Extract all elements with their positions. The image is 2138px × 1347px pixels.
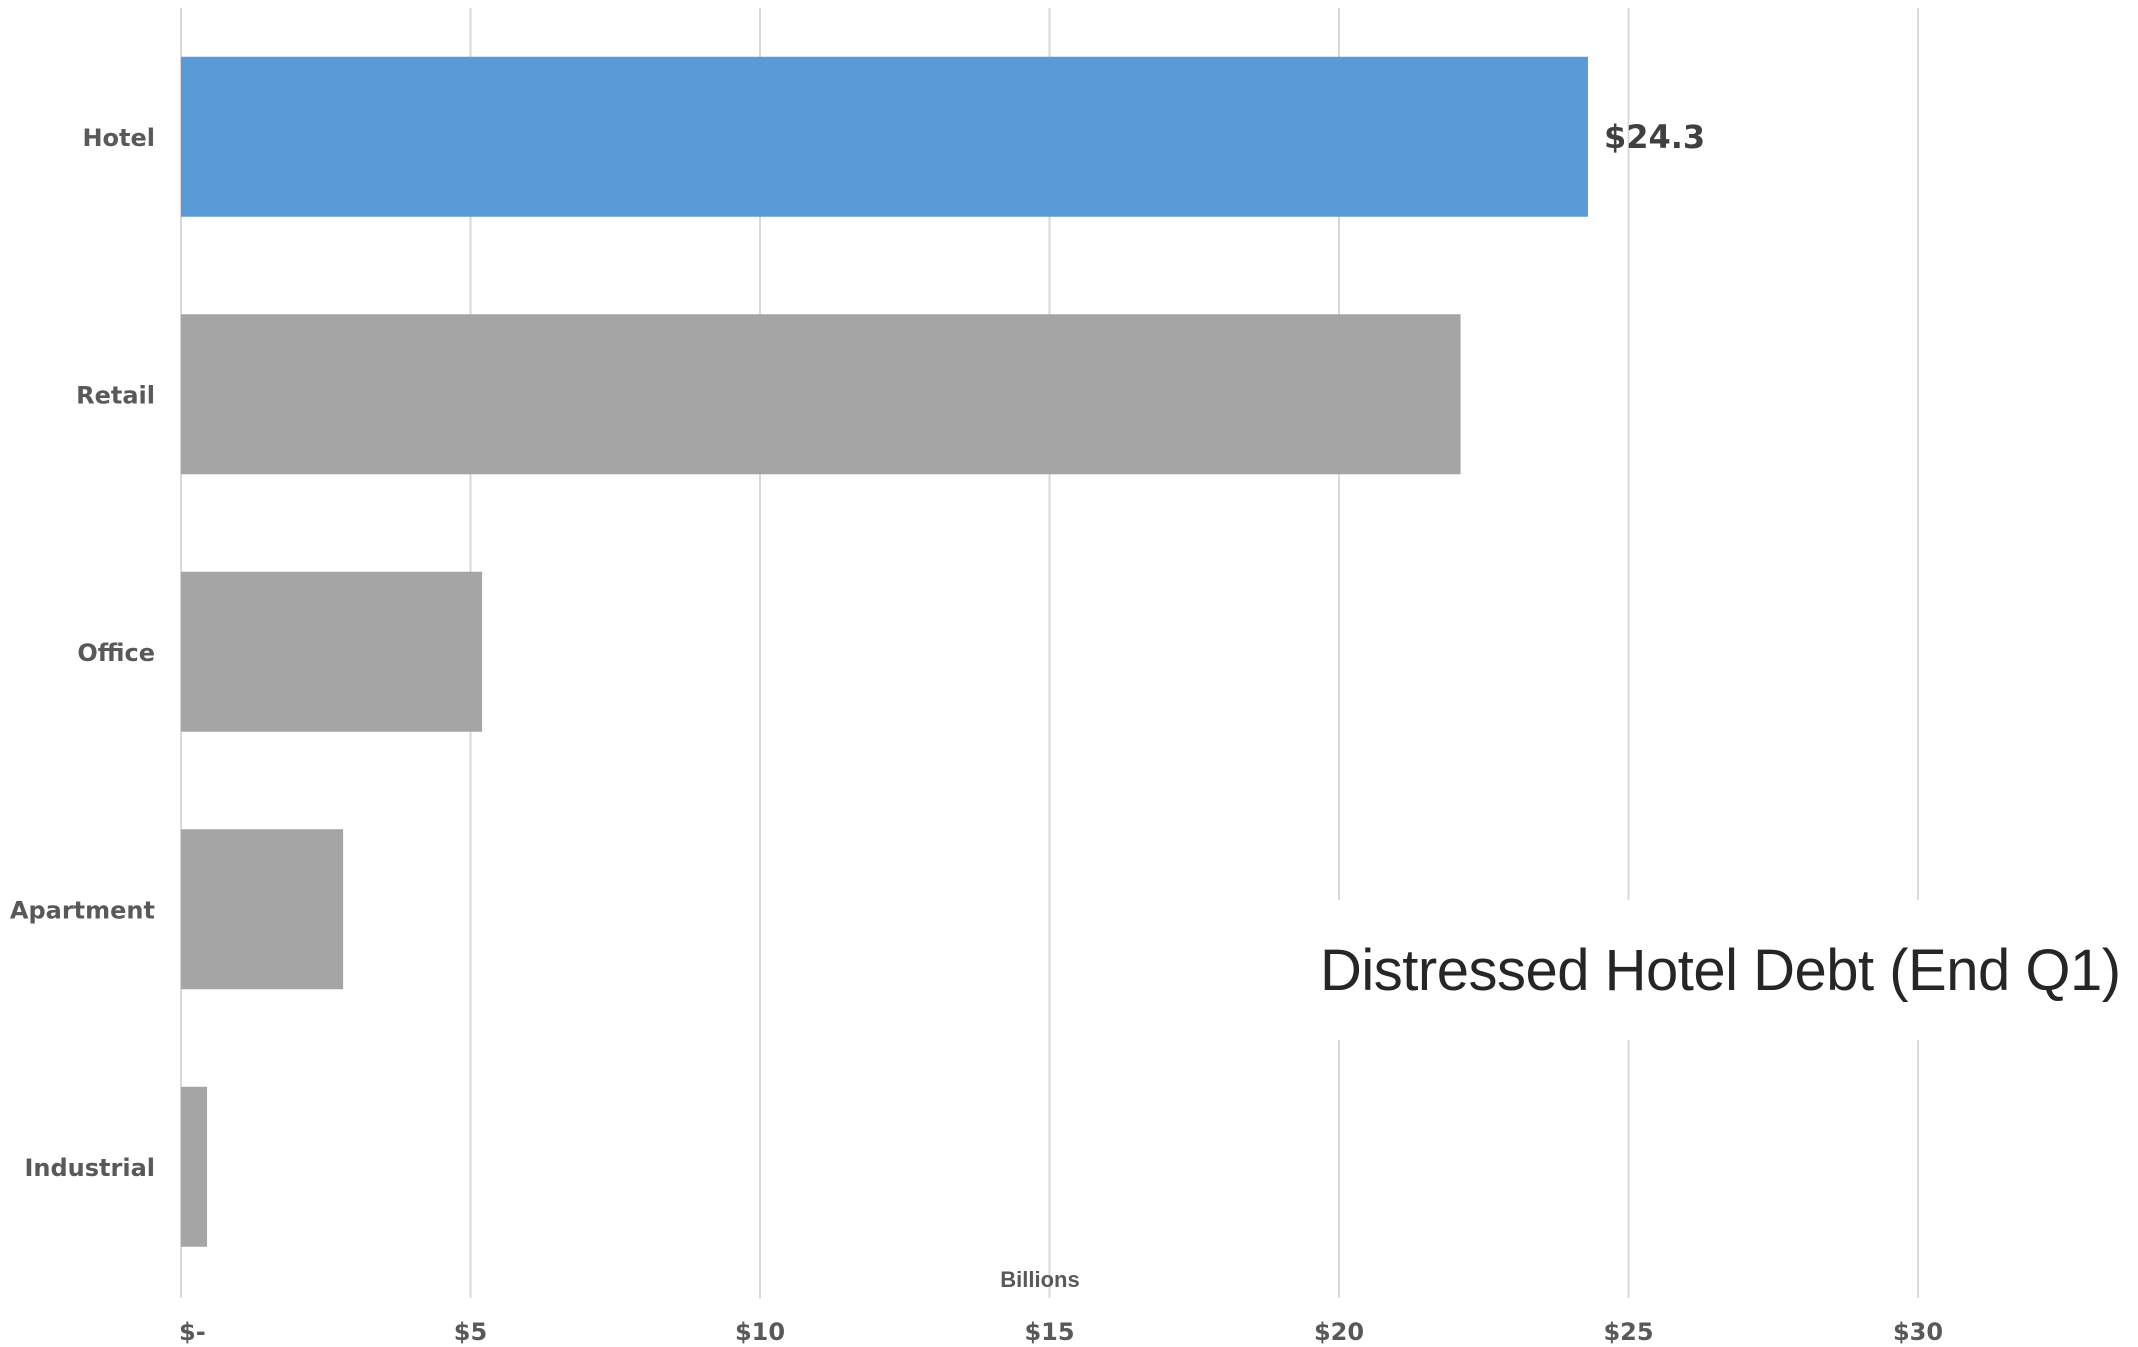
data-label: $24.3 [1604,118,1705,156]
gridlines [180,8,1919,1298]
bar-apartment [181,829,344,990]
x-tick-label: $20 [1314,1318,1364,1346]
bar-hotel [181,56,1588,217]
x-tick-label: $10 [735,1318,785,1346]
x-tick-label: $- [179,1318,206,1346]
chart-title: Distressed Hotel Debt (End Q1) [1320,937,2121,1003]
category-labels: Hotel Retail Office Apartment Industrial [10,124,155,1182]
x-tick-label: $15 [1024,1318,1074,1346]
bar-office [181,571,483,732]
data-labels: $24.3 [1604,118,1705,156]
bar-retail [181,314,1461,475]
category-label: Office [77,639,155,667]
x-tick-labels: $- $5 $10 $15 $20 $25 $30 [179,1318,1943,1346]
category-label: Hotel [82,124,155,152]
category-label: Retail [76,381,155,409]
x-axis-title: Billions [1000,1267,1079,1292]
x-tick-label: $30 [1893,1318,1943,1346]
x-tick-label: $5 [454,1318,487,1346]
bars [181,56,1588,1247]
bar-industrial [181,1086,208,1247]
x-tick-label: $25 [1603,1318,1653,1346]
category-label: Industrial [24,1154,155,1182]
chart-title-box: Distressed Hotel Debt (End Q1) [1320,900,2138,1040]
category-label: Apartment [10,896,155,924]
